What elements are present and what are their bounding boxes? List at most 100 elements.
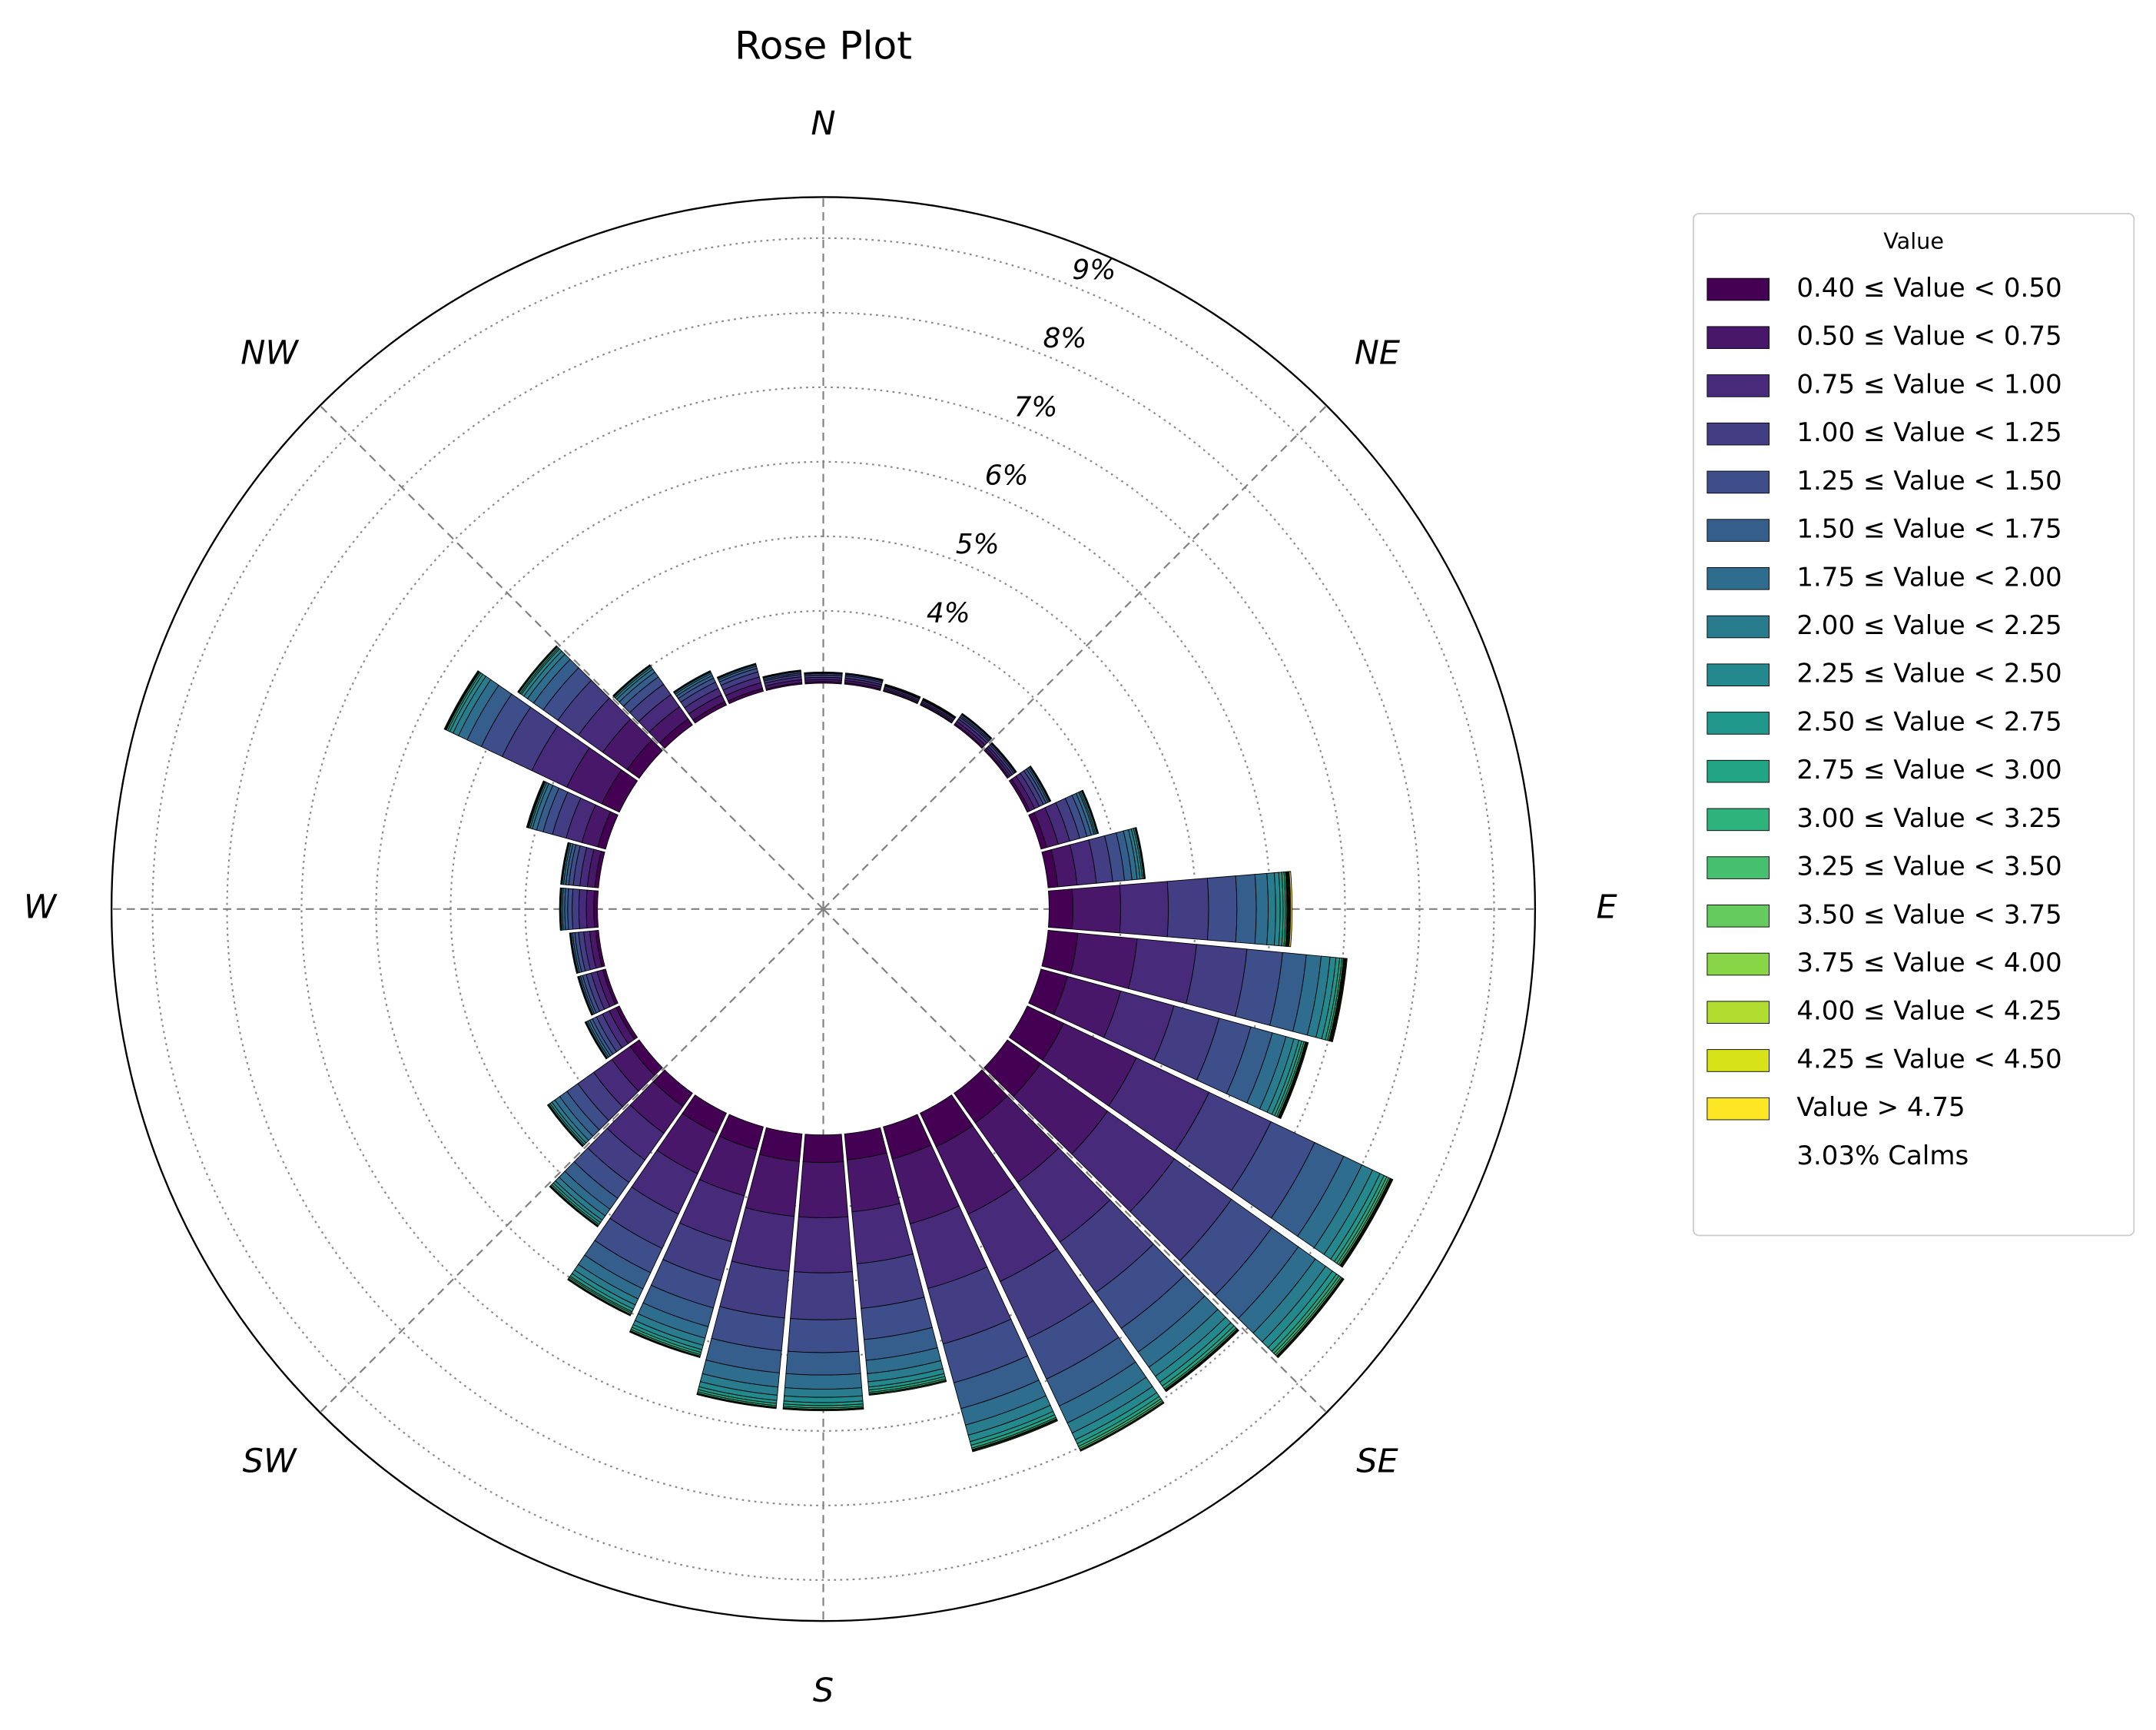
bar-segment — [1235, 874, 1257, 945]
bar-segment — [612, 664, 651, 697]
bar-segment — [921, 699, 955, 721]
plot-area: N NE E SE S SW W NW 4% 5% 6% 7% 8% 9% — [24, 105, 1618, 1710]
legend-swatch — [1707, 759, 1770, 783]
legend-swatch — [1707, 856, 1770, 879]
legend-label: 0.75 ≤ Value < 1.00 — [1796, 369, 2061, 400]
legend-label: 3.00 ≤ Value < 3.25 — [1796, 803, 2061, 834]
bar-segment — [1331, 958, 1348, 1043]
bar-segment — [517, 645, 558, 693]
legend-swatch — [1707, 808, 1770, 832]
bar-segment — [1029, 765, 1052, 802]
bar-segment — [990, 742, 1017, 773]
bar-segment — [790, 1271, 857, 1320]
legend-swatch — [1707, 712, 1770, 735]
bar-segment — [798, 1161, 849, 1218]
grid-spoke — [319, 908, 824, 1413]
r-tick-label: 8% — [1043, 323, 1087, 354]
bar-segment — [559, 887, 562, 931]
bar-segment — [1254, 872, 1269, 945]
bar-segment — [567, 1278, 632, 1317]
compass-label: N — [811, 105, 835, 143]
bar-segment — [1277, 1278, 1345, 1359]
bar-segment — [794, 1216, 853, 1273]
legend-label: 4.00 ≤ Value < 4.25 — [1796, 996, 2061, 1027]
bar-segment — [569, 932, 578, 975]
legend-label: 3.25 ≤ Value < 3.50 — [1796, 852, 2061, 882]
bar-segment — [443, 670, 479, 730]
compass-label: NW — [240, 334, 299, 372]
bar-segment — [1279, 1041, 1309, 1119]
bar-segment — [1266, 872, 1276, 946]
bar-segment — [745, 1154, 800, 1217]
legend-swatch — [1707, 1001, 1770, 1024]
compass-label: E — [1596, 888, 1617, 926]
legend-swatch — [1707, 1049, 1770, 1072]
legend-swatch — [1707, 277, 1770, 301]
bar-segment — [526, 780, 545, 828]
legend-box — [1693, 213, 2135, 1237]
bar-segment — [629, 1330, 701, 1358]
r-tick-label: 5% — [956, 529, 1000, 560]
bar-segment — [1289, 871, 1293, 948]
bar-segment — [804, 671, 843, 674]
bar-segment — [578, 888, 588, 929]
bar-segment — [1071, 885, 1121, 934]
bar-segment — [868, 1380, 947, 1396]
bar-segment — [1080, 1402, 1165, 1452]
compass-label: SE — [1356, 1442, 1398, 1480]
bar-segment — [784, 1373, 863, 1390]
bar-segment — [787, 1318, 860, 1353]
bar-segment — [920, 701, 954, 722]
grid-spoke — [822, 908, 1328, 1413]
bar-segment — [851, 1203, 914, 1264]
bar-segment — [1128, 938, 1197, 1004]
bar-segment — [1341, 1178, 1394, 1268]
bar-segment — [549, 1185, 599, 1227]
bar-segment — [1206, 875, 1238, 943]
bar-segment — [762, 669, 801, 679]
bar-segment — [731, 1207, 795, 1272]
bar-segment — [716, 662, 757, 679]
grid-ring — [151, 237, 1495, 1581]
r-tick-label: 6% — [985, 460, 1029, 492]
bar-segment — [972, 1420, 1058, 1453]
compass-label: NE — [1355, 334, 1401, 372]
legend-swatch — [1707, 663, 1770, 687]
r-tick-label: 9% — [1072, 254, 1116, 286]
legend-label: 3.50 ≤ Value < 3.75 — [1796, 899, 2061, 930]
legend-label: 0.40 ≤ Value < 0.50 — [1796, 273, 2061, 304]
compass-label: W — [24, 888, 58, 926]
bar-segment — [1048, 888, 1073, 930]
bar-segment — [560, 842, 569, 885]
bar-segment — [1165, 1329, 1239, 1393]
polar-frame — [110, 196, 1537, 1622]
legend-label: 2.50 ≤ Value < 2.75 — [1796, 706, 2061, 737]
r-tick-label: 4% — [927, 597, 970, 629]
legend-label: 4.25 ≤ Value < 4.50 — [1796, 1044, 2061, 1074]
legend-swatch — [1707, 470, 1770, 494]
legend-swatch — [1707, 519, 1770, 542]
bar-segment — [1119, 881, 1169, 938]
legend-label: 1.00 ≤ Value < 1.25 — [1796, 417, 2061, 448]
r-tick-label: 7% — [1014, 391, 1058, 423]
legend-label: 2.25 ≤ Value < 2.50 — [1796, 659, 2061, 689]
chart-title: Rose Plot — [735, 22, 912, 68]
bar-segment — [572, 888, 580, 930]
bar-segment — [584, 1021, 608, 1060]
bar-segment — [585, 889, 595, 929]
bar-segment — [672, 670, 711, 693]
legend-swatch — [1707, 567, 1770, 590]
legend-swatch — [1707, 905, 1770, 928]
legend-swatch — [1707, 326, 1770, 350]
legend-swatch — [1707, 952, 1770, 976]
bar-segment — [884, 683, 921, 699]
grid-spoke — [319, 405, 824, 910]
legend-label: 1.75 ≤ Value < 2.00 — [1796, 562, 2061, 593]
compass-label: S — [813, 1672, 834, 1710]
legend-label: 2.75 ≤ Value < 3.00 — [1796, 755, 2061, 785]
bar-segment — [844, 672, 884, 681]
bar-segment — [961, 712, 993, 739]
bar-segment — [546, 1104, 584, 1147]
legend: 0.40 ≤ Value < 0.50 0.50 ≤ Value < 0.75 0.… — [1707, 273, 2062, 1171]
legend-calms: 3.03% Calms — [1796, 1141, 1969, 1171]
